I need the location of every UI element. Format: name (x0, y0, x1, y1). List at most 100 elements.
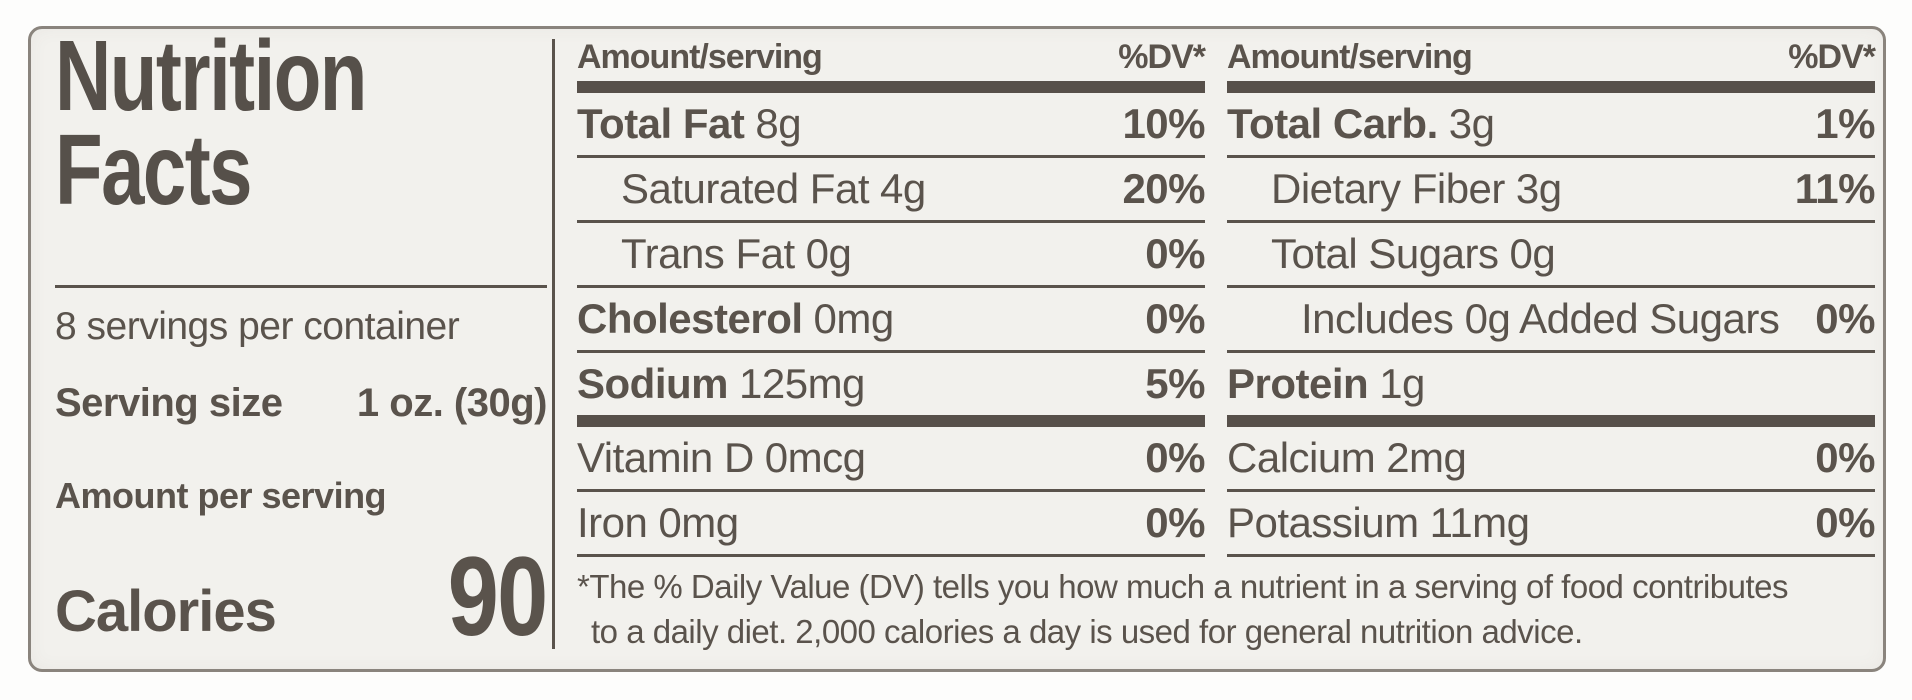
nutrient-row: Iron 0mg 0% (577, 492, 1205, 554)
nutrient-daily-value: 0% (1145, 230, 1205, 277)
header-thick-bar (577, 81, 1205, 93)
header-percent-dv: %DV* (1788, 38, 1876, 76)
nutrient-daily-value: 5% (1145, 360, 1205, 407)
section-thick-bar (1227, 415, 1875, 427)
nutrient-amount: 125mg (739, 360, 865, 407)
nutrient-daily-value: 0% (1145, 434, 1205, 481)
nutrient-name: Dietary Fiber (1271, 165, 1505, 212)
nutrient-row: Dietary Fiber 3g 11% (1227, 158, 1876, 220)
title-line-1: Nutrition (55, 20, 367, 132)
nutrient-row: Potassium 11mg 0% (1227, 492, 1875, 554)
nutrition-facts-label: Nutrition Facts 8 servings per container… (28, 26, 1886, 672)
footnote-line-2: to a daily diet. 2,000 calories a day is… (591, 612, 1583, 650)
nutrient-name-amount: Calcium 2mg (1227, 434, 1467, 482)
nutrient-name-amount: Saturated Fat 4g (577, 165, 926, 213)
nutrient-name: Cholesterol (577, 295, 803, 342)
nutrient-name: Saturated Fat (621, 165, 869, 212)
nutrient-name-amount: Total Sugars 0g (1227, 230, 1556, 278)
row-rule (577, 489, 1205, 492)
column-header: Amount/serving %DV* (1227, 37, 1876, 77)
column-header: Amount/serving %DV* (577, 37, 1206, 77)
nutrient-row: Cholesterol 0mg 0% (577, 288, 1205, 350)
row-rule (1227, 554, 1875, 557)
nutrient-name-amount: Includes 0g Added Sugars (1227, 295, 1780, 343)
nutrient-name-amount: Dietary Fiber 3g (1227, 165, 1562, 213)
nutrient-name: Protein (1227, 360, 1369, 407)
amount-per-serving-label: Amount per serving (55, 475, 387, 516)
nutrient-name-amount: Potassium 11mg (1227, 499, 1530, 547)
header-amount-serving: Amount/serving (577, 38, 823, 76)
nutrient-daily-value: 0% (1145, 499, 1205, 546)
row-rule (1227, 489, 1875, 492)
section-thick-bar (577, 415, 1205, 427)
nutrient-daily-value: 10% (1122, 100, 1205, 147)
nutrient-row: Includes 0g Added Sugars 0% (1227, 288, 1875, 350)
nutrient-daily-value: 0% (1815, 499, 1875, 546)
nutrient-name-amount: Total Fat 8g (577, 100, 802, 148)
nutrient-name: Total Sugars (1271, 230, 1499, 277)
calories-value: 90 (448, 534, 549, 660)
nutrient-row: Total Carb. 3g 1% (1227, 93, 1875, 155)
nutrient-row: Total Fat 8g 10% (577, 93, 1205, 155)
nutrient-row: Protein 1g (1227, 353, 1875, 415)
row-rule (1227, 220, 1875, 223)
nutrient-amount: 0mg (813, 295, 895, 342)
nutrient-amount: 2mg (1386, 434, 1467, 481)
nutrient-name: Trans Fat (621, 230, 795, 277)
footnote-line-1: *The % Daily Value (DV) tells you how mu… (577, 568, 1789, 605)
nutrient-amount: 0g (1509, 230, 1556, 277)
header-thick-bar (1227, 81, 1875, 93)
nutrient-name-amount: Protein 1g (1227, 360, 1425, 408)
nutrient-daily-value: 11% (1794, 165, 1876, 212)
nutrient-amount: 4g (879, 165, 926, 212)
nutrient-name: Iron (577, 499, 648, 546)
title-divider-rule (55, 285, 547, 288)
calories-label: Calories (55, 579, 277, 644)
nutrient-amount: 8g (755, 100, 802, 147)
nutrient-row: Vitamin D 0mcg 0% (577, 427, 1205, 489)
row-rule (577, 554, 1205, 557)
nutrient-name-amount: Sodium 125mg (577, 360, 865, 408)
nutrient-rows: Total Fat 8g 10% Saturated Fat 4g 20% Trans Fa… (577, 93, 1205, 557)
nutrient-column-1: Amount/serving %DV* Total Fat 8g 10% Satura… (577, 37, 1206, 557)
serving-size-label: Serving size (55, 381, 283, 425)
nutrient-name: Potassium (1227, 499, 1419, 546)
header-percent-dv: %DV* (1118, 38, 1206, 76)
nutrient-name: Vitamin D (577, 434, 754, 481)
dv-footnote: *The % Daily Value (DV) tells you how mu… (577, 565, 1889, 655)
nutrient-amount: 3g (1515, 165, 1562, 212)
nutrient-daily-value: 0% (1815, 434, 1875, 481)
row-rule (1227, 350, 1875, 353)
nutrient-name-amount: Iron 0mg (577, 499, 739, 547)
nutrient-column-2: Amount/serving %DV* Total Carb. 3g 1% Dieta… (1227, 37, 1876, 557)
row-rule (577, 285, 1205, 288)
nutrient-name: Total Carb. (1227, 100, 1438, 147)
nutrient-name-amount: Total Carb. 3g (1227, 100, 1495, 148)
nutrient-amount: 0g (805, 230, 852, 277)
nutrient-row: Sodium 125mg 5% (577, 353, 1205, 415)
title-line-2: Facts (55, 114, 253, 226)
nutrient-daily-value: 0% (1815, 295, 1875, 342)
nutrient-daily-value: 0% (1145, 295, 1205, 342)
nutrient-amount: 1g (1379, 360, 1425, 407)
header-amount-serving: Amount/serving (1227, 38, 1473, 76)
nutrient-amount: 3g (1448, 100, 1495, 147)
calories-row: Calories 90 (55, 529, 549, 660)
row-rule (577, 155, 1205, 158)
nutrient-amount: 11mg (1429, 499, 1530, 546)
nutrient-name-amount: Vitamin D 0mcg (577, 434, 866, 482)
row-rule (1227, 155, 1875, 158)
servings-per-container: 8 servings per container (55, 305, 460, 348)
row-rule (1227, 285, 1875, 288)
nutrient-row: Calcium 2mg 0% (1227, 427, 1875, 489)
serving-size-row: Serving size 1 oz. (30g) (55, 381, 548, 426)
nutrient-name: Sodium (577, 360, 729, 407)
nutrient-row: Saturated Fat 4g 20% (577, 158, 1205, 220)
serving-size-value: 1 oz. (30g) (356, 381, 548, 425)
column-divider-rule (552, 39, 555, 649)
nutrient-name: Total Fat (577, 100, 745, 147)
nutrient-name-amount: Cholesterol 0mg (577, 295, 894, 343)
nutrient-daily-value: 20% (1122, 165, 1205, 212)
nutrient-name: Calcium (1227, 434, 1376, 481)
